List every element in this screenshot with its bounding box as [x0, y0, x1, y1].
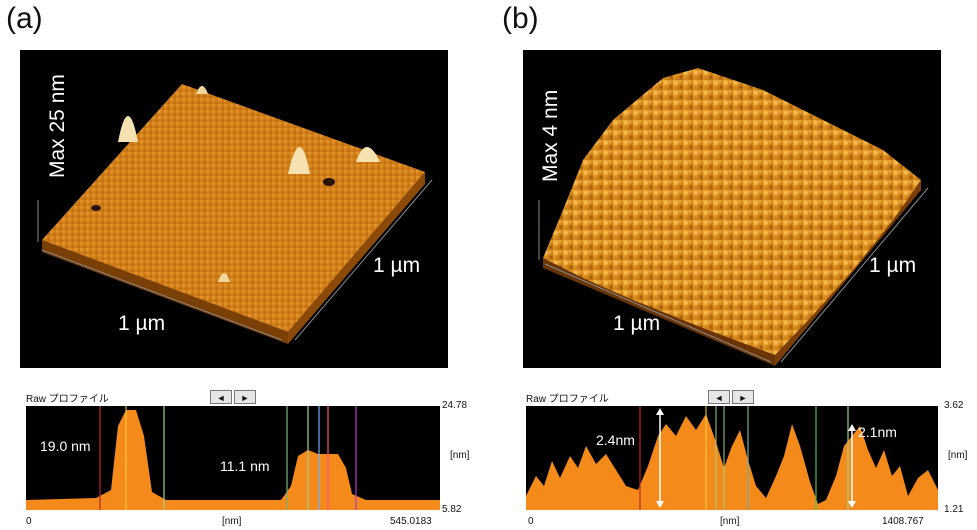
y-unit-b: [nm] — [948, 450, 968, 461]
y-min-b: 1.21 — [944, 504, 964, 515]
y-max-a: 24.78 — [442, 400, 468, 411]
peak2-label-a: 11.1 nm — [220, 458, 270, 474]
x-end-a: 545.0183 — [390, 516, 432, 527]
x-start-a: 0 — [26, 516, 32, 527]
y-dimension-label-b: 1 µm — [869, 254, 917, 277]
profile-prev-button-a[interactable]: ◄ — [210, 390, 232, 404]
x-dimension-label-b: 1 µm — [613, 312, 661, 335]
max-height-label-a: Max 25 nm — [46, 74, 69, 178]
height1-label-b: 2.4nm — [596, 432, 635, 448]
y-max-b: 3.62 — [944, 400, 964, 411]
height2-label-b: 2.1nm — [858, 424, 897, 440]
x-start-b: 0 — [528, 516, 534, 527]
profile-next-button-a[interactable]: ► — [234, 390, 256, 404]
peak1-label-a: 19.0 nm — [40, 438, 91, 454]
profile-plot-b: 2.4nm 2.1nm — [526, 406, 938, 510]
y-unit-a: [nm] — [450, 450, 470, 461]
profile-prev-button-b[interactable]: ◄ — [708, 390, 730, 404]
profile-trace-a — [26, 406, 440, 510]
afm-image-b: Max 4 nm 1 µm 1 µm — [523, 50, 941, 368]
panel-a-label: (a) — [6, 2, 43, 35]
afm-surface-a — [37, 84, 433, 344]
x-end-b: 1408.767 — [882, 516, 924, 527]
afm-image-a: Max 25 nm 1 µm 1 µm — [20, 50, 448, 368]
profile-header-a: Raw プロファイル — [26, 394, 109, 405]
profile-a: Raw プロファイル ◄ ► 19.0 nm 11.1 nm 24.78 [nm… — [26, 390, 476, 530]
profile-plot-a: 19.0 nm 11.1 nm — [26, 406, 440, 510]
afm-surface-b — [538, 68, 929, 366]
x-unit-a: [nm] — [222, 516, 242, 527]
max-height-label-b: Max 4 nm — [539, 89, 562, 182]
profile-header-b: Raw プロファイル — [526, 394, 609, 405]
x-unit-b: [nm] — [720, 516, 740, 527]
y-dimension-label-a: 1 µm — [373, 254, 421, 277]
profile-next-button-b[interactable]: ► — [732, 390, 754, 404]
x-dimension-label-a: 1 µm — [118, 312, 166, 335]
y-min-a: 5.82 — [442, 504, 462, 515]
profile-trace-b — [526, 406, 938, 510]
profile-b: Raw プロファイル ◄ ► 2.4nm 2.1nm 3.62 [nm] 1.2… — [526, 390, 977, 530]
panel-b-label: (b) — [502, 2, 539, 35]
